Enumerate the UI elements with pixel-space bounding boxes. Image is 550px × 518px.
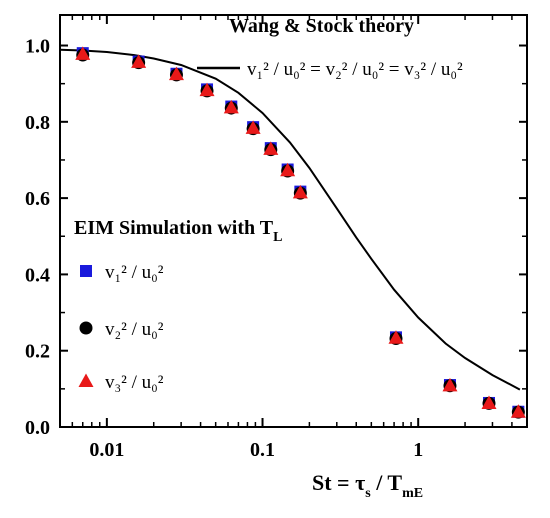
x-tick-label: 1 [413, 439, 423, 461]
y-tick-label: 0.6 [25, 188, 50, 210]
series-3-point [263, 141, 279, 155]
x-axis-label-main: St = τ [312, 470, 365, 495]
plot-axes [59, 14, 528, 428]
series-3-point [280, 162, 296, 177]
theory-legend-label: v₁² / u₀² = v₂² / u₀² = v₃² / u₀² [247, 59, 463, 80]
x-axis-label: St = τs / TmE [312, 470, 423, 501]
simulation-legend: v₁² / u₀² v₂² / u₀² v₃² / u₀² [78, 262, 164, 393]
legend-marker-1 [80, 265, 92, 277]
y-tick-label: 0.4 [25, 264, 50, 286]
series-3-point [510, 404, 526, 418]
series-3-point [388, 330, 404, 344]
theory-title: Wang & Stock theory [229, 15, 414, 37]
simulation-title: EIM Simulation with TL [74, 217, 282, 245]
y-tick-label: 0.8 [25, 112, 50, 134]
y-tick-label: 0.0 [25, 417, 50, 439]
legend-label-1: v₁² / u₀² [105, 262, 164, 283]
x-tick-label: 0.01 [89, 439, 124, 461]
series-3-point [245, 120, 261, 134]
plot-frame [59, 14, 528, 428]
axis-ticks: 0.0 0.2 0.4 0.6 0.8 1.0 0.01 0.1 1 [25, 15, 528, 461]
x-axis-label-sub1: s [365, 486, 371, 501]
legend-label-2: v₂² / u₀² [105, 319, 164, 340]
series-3-point [442, 377, 458, 392]
legend-label-3: v₃² / u₀² [105, 372, 164, 393]
simulation-title-sub: L [273, 230, 282, 245]
legend-marker-2 [79, 321, 93, 335]
y-tick-label: 1.0 [25, 36, 50, 58]
simulation-title-main: EIM Simulation with T [74, 217, 274, 239]
x-axis-label-mid: / T [371, 470, 403, 495]
x-axis-label-sub2: mE [402, 486, 423, 501]
x-tick-label: 0.1 [250, 439, 275, 461]
series-3-point [199, 82, 215, 97]
series-3-point [131, 54, 147, 68]
series-3-point [75, 46, 91, 60]
series-3-point [168, 66, 184, 81]
series-3-point [223, 99, 239, 114]
simulation-markers [75, 46, 526, 419]
y-tick-label: 0.2 [25, 341, 50, 363]
series-3-point [481, 395, 497, 409]
series-3-point [292, 184, 308, 199]
legend-marker-3 [78, 373, 94, 387]
